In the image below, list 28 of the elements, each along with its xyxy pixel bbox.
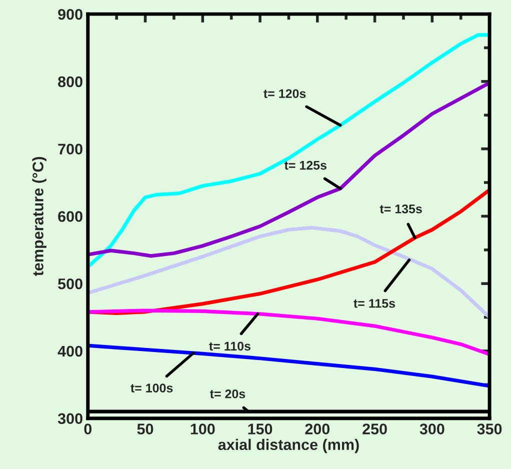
x-tick-label: 50 <box>137 424 154 434</box>
y-tick-label: 700 <box>58 144 82 155</box>
annotation: t= 110s <box>209 342 250 351</box>
line-series <box>88 33 490 269</box>
x-tick-label: 150 <box>248 424 272 434</box>
x-tick-label: 200 <box>305 424 330 434</box>
annotation: t= 115s <box>354 299 396 308</box>
annotation: t= 125s <box>284 160 326 170</box>
x-tick-label: 0 <box>84 424 92 434</box>
y-tick-label: 800 <box>58 76 82 88</box>
x-axis-title: axial distance (mm) <box>218 438 359 454</box>
y-tick-label: 900 <box>58 8 82 20</box>
annotation: t= 100s <box>130 384 173 392</box>
annotation: t= 120s <box>264 89 306 98</box>
y-tick-label: 600 <box>58 211 82 222</box>
annotation: t= 135s <box>380 204 422 214</box>
y-tick-label: 400 <box>58 346 82 357</box>
x-tick-label: 100 <box>190 424 215 434</box>
x-tick-label: 250 <box>362 424 387 434</box>
line-series <box>88 80 490 258</box>
y-tick-label: 500 <box>58 278 82 290</box>
x-tick-label: 350 <box>477 424 502 434</box>
line-series <box>88 226 490 320</box>
y-axis-title: temperature (°C) <box>32 157 46 276</box>
x-tick-label: 300 <box>420 424 444 434</box>
line-series <box>88 308 490 356</box>
annotation: t= 20s <box>210 389 246 398</box>
y-tick-label: 300 <box>58 413 82 424</box>
